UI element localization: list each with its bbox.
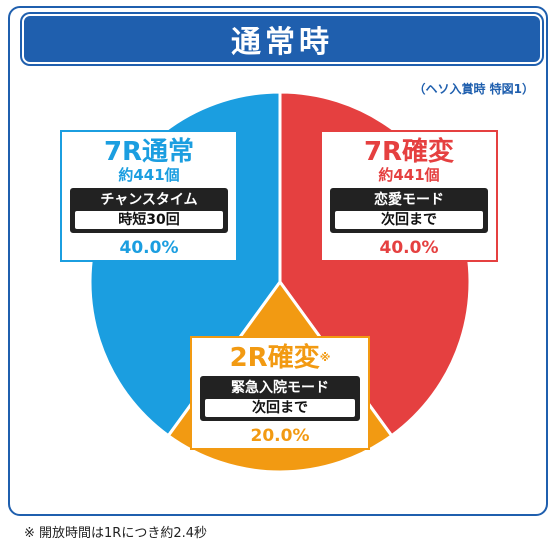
mode-detail: 次回まで (335, 211, 483, 229)
trigger-note: （ヘソ入賞時 特図1） (413, 82, 534, 96)
payout-count: 約441個 (118, 166, 180, 184)
slice-percent: 40.0% (379, 238, 439, 258)
mode-detail: 時短30回 (75, 211, 223, 229)
mode-detail: 次回まで (205, 399, 355, 417)
mode-box: 緊急入院モード 次回まで (200, 376, 360, 421)
payout-count: 約441個 (378, 166, 440, 184)
label-box-2r-kakuhen: 2R確変※ 緊急入院モード 次回まで 20.0% (190, 336, 370, 450)
mode-box: チャンスタイム 時短30回 (70, 188, 228, 233)
slice-name: 7R通常 (103, 137, 195, 167)
asterisk-mark: ※ (319, 351, 331, 364)
slice-percent: 40.0% (119, 238, 179, 258)
slice-name-text: 2R確変 (229, 343, 320, 373)
mode-name: チャンスタイム (100, 192, 198, 208)
footnote: ※ 開放時間は1Rにつき約2.4秒 (24, 526, 208, 541)
slice-percent: 20.0% (250, 426, 310, 446)
mode-name: 恋愛モード (374, 192, 444, 208)
label-box-7r-kakuhen: 7R確変 約441個 恋愛モード 次回まで 40.0% (320, 130, 498, 262)
label-box-7r-normal: 7R通常 約441個 チャンスタイム 時短30回 40.0% (60, 130, 238, 262)
slice-name: 2R確変※ (192, 344, 368, 372)
mode-name: 緊急入院モード (231, 380, 329, 396)
page-title: 通常時 (22, 14, 542, 64)
mode-box: 恋愛モード 次回まで (330, 188, 488, 233)
slice-name: 7R確変 (363, 137, 455, 167)
